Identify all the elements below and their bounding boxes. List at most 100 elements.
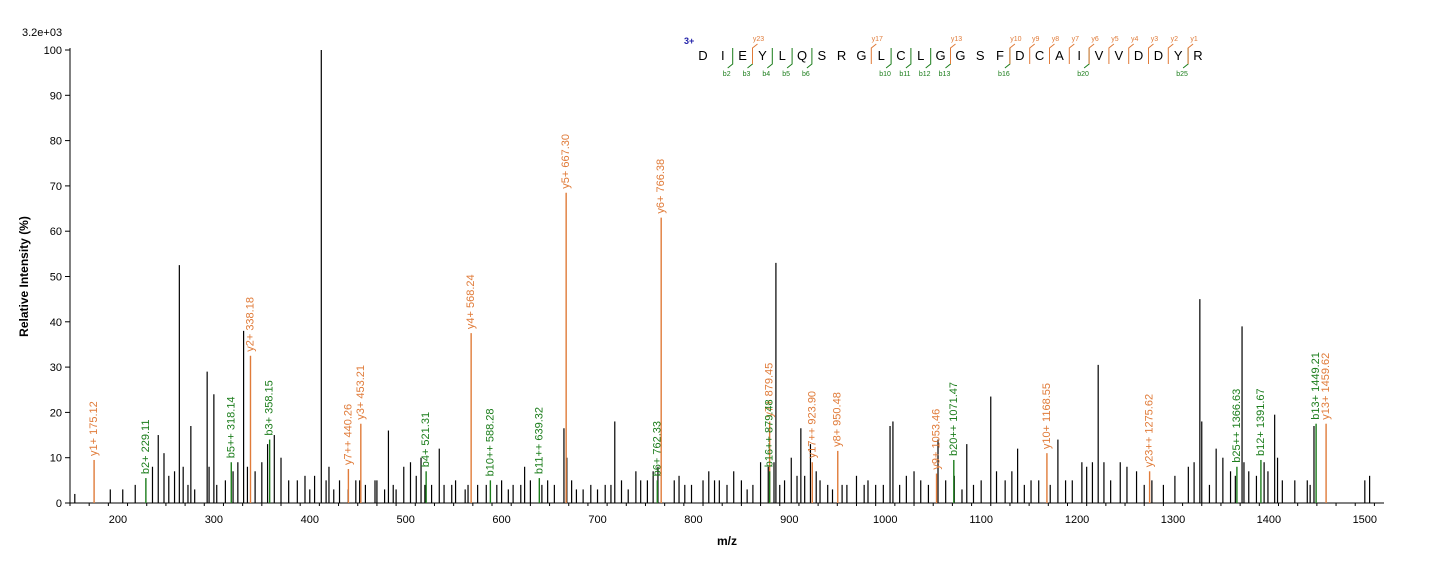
y-mark-label: y2: [1171, 36, 1179, 43]
y-tick-label: 60: [50, 226, 62, 238]
y-tick-label: 0: [56, 498, 62, 510]
x-tick-label: 1400: [1257, 514, 1281, 526]
y-mark-label: y10: [1010, 36, 1021, 43]
y-cleavage-mark: [870, 43, 877, 64]
b-ion-label: b11++ 639.32: [533, 407, 545, 474]
b-cleavage-mark: [766, 48, 773, 69]
residue: R: [837, 48, 846, 63]
y-mark-label: y3: [1151, 36, 1159, 43]
residue: D: [698, 48, 707, 63]
x-tick-label: 1300: [1161, 514, 1185, 526]
residue: A: [1055, 48, 1064, 63]
axes: 0 10 20 30 40 50 60 70 80 90 100 200 300 400 500 600 700…: [44, 45, 1384, 526]
b-ion-label: b13+ 1449.21: [1310, 352, 1322, 420]
b-mark-label: b20: [1077, 71, 1089, 78]
b-cleavage-mark: [1004, 48, 1011, 69]
residue: Y: [1174, 48, 1183, 63]
b-cleavage-mark: [786, 48, 793, 69]
y-cleavage-mark: [1187, 43, 1194, 64]
residue: D: [1134, 48, 1143, 63]
residue: L: [878, 48, 885, 63]
y-mark-label: y8: [1052, 36, 1060, 43]
y-mark-label: y9: [1032, 36, 1040, 43]
y-cleavage-mark: [1128, 43, 1135, 64]
y-ion-label: y17++ 923.90: [806, 391, 818, 458]
y-tick-label: 80: [50, 136, 62, 148]
b-ion-label: b16++ 879.48: [764, 399, 776, 467]
y-tick-label: 40: [50, 317, 62, 329]
y-axis-title: Relative Intensity (%): [17, 216, 31, 337]
b-mark-label: b12: [919, 71, 931, 78]
y-mark-label: y6: [1091, 36, 1099, 43]
b-cleavage-mark: [905, 48, 912, 69]
b-mark-label: b2: [723, 71, 731, 78]
x-tick-label: 600: [492, 514, 510, 526]
b-cleavage-mark: [885, 48, 892, 69]
y-ion-label: y2+ 338.18: [244, 297, 256, 352]
residue: F: [996, 48, 1004, 63]
b-ion-label: b2+ 229.11: [140, 420, 152, 475]
y-mark-label: y23: [753, 36, 764, 43]
residue: V: [1095, 48, 1104, 63]
y-tick-label: 70: [50, 181, 62, 193]
b-cleavage-mark: [1182, 48, 1189, 69]
y-mark-label: y13: [951, 36, 962, 43]
residue: Y: [758, 48, 767, 63]
b-ion-label: b6+ 762.33: [651, 421, 663, 476]
y-mark-label: y17: [872, 36, 883, 43]
b-ion-label: b5++ 318.14: [225, 396, 237, 458]
residue: G: [955, 48, 965, 63]
residue: I: [1077, 48, 1081, 63]
x-tick-label: 800: [684, 514, 702, 526]
x-tick-label: 1500: [1353, 514, 1377, 526]
b-mark-label: b3: [743, 71, 751, 78]
b-cleavage-mark: [806, 48, 813, 69]
x-axis-title: m/z: [717, 534, 737, 548]
x-tick-label: 1200: [1065, 514, 1089, 526]
y-ion-label: y5+ 667.30: [560, 134, 572, 189]
x-tick-label: 1100: [969, 514, 993, 526]
peptide-sequence: 3+D I E Y L Q S R G L C L G G S F D C A I V V D D Y Rb2 b3 b4 b5 b6 b1…: [684, 36, 1203, 78]
residue: I: [721, 48, 725, 63]
residue: R: [1193, 48, 1202, 63]
peaks: [74, 50, 1371, 503]
b-mark-label: b16: [998, 71, 1010, 78]
y-tick-label: 30: [50, 362, 62, 374]
y-ion-label: y1+ 175.12: [88, 401, 100, 456]
y-ion-label: y13+ 1459.62: [1320, 353, 1332, 420]
y-cleavage-mark: [1068, 43, 1075, 64]
residue: C: [896, 48, 905, 63]
residue: L: [779, 48, 786, 63]
b-cleavage-mark: [747, 48, 753, 69]
x-tick-label: 200: [109, 514, 127, 526]
b-mark-label: b4: [762, 71, 770, 78]
y-tick-label: 50: [50, 272, 62, 284]
b-cleavage-mark: [945, 48, 951, 69]
b-cleavage-mark: [1083, 48, 1090, 69]
b-mark-label: b6: [802, 71, 810, 78]
b-ion-label: b12+ 1391.67: [1255, 388, 1267, 456]
y-mark-label: y1: [1190, 36, 1198, 43]
x-tick-label: 500: [397, 514, 415, 526]
y-tick-label: 10: [50, 453, 62, 465]
y-ion-label: y4+ 568.24: [465, 274, 477, 329]
residue: Q: [797, 48, 807, 63]
y-cleavage-mark: [1088, 43, 1095, 64]
y-tick-label: 100: [44, 45, 62, 57]
b-cleavage-mark: [727, 48, 734, 69]
y-cleavage-mark: [1167, 43, 1174, 64]
y-ion-label: y7+ 879.45: [764, 363, 776, 418]
b-mark-label: b13: [939, 71, 951, 78]
y-ion-label: y6+ 766.38: [655, 159, 667, 214]
b-ion-label: b20++ 1071.47: [948, 382, 960, 456]
x-tick-label: 700: [588, 514, 606, 526]
b-mark-label: b5: [782, 71, 790, 78]
x-tick-label: 900: [780, 514, 798, 526]
b-cleavage-mark: [925, 48, 932, 69]
y-ion-label: y10+ 1168.55: [1041, 383, 1053, 449]
b-ion-label: b3+ 358.15: [264, 380, 276, 435]
b-mark-label: b10: [879, 71, 891, 78]
residue: D: [1154, 48, 1163, 63]
